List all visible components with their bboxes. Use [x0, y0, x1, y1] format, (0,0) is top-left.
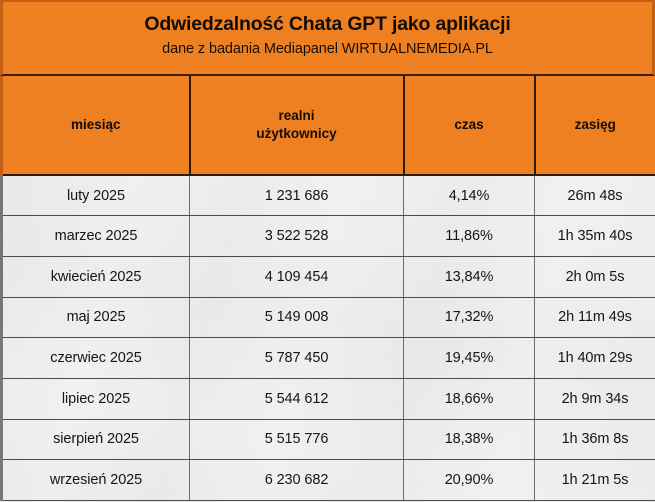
column-header-time: czas	[402, 76, 536, 176]
cell-time: 20,90%	[403, 459, 535, 501]
table-body: luty 2025 1 231 686 4,14% 26m 48s marzec…	[0, 175, 655, 501]
cell-reach: 1h 36m 8s	[534, 419, 655, 461]
cell-time: 4,14%	[403, 175, 535, 217]
cell-month: sierpień 2025	[0, 419, 190, 461]
cell-time: 11,86%	[403, 215, 535, 257]
cell-month: marzec 2025	[0, 215, 190, 257]
column-header-reach-label: zasięg	[574, 116, 616, 132]
table-row: maj 2025 5 149 008 17,32% 2h 11m 49s	[0, 297, 655, 339]
title-banner: Odwiedzalność Chata GPT jako aplikacji d…	[0, 0, 655, 76]
table-header: miesiąc realni użytkownicy czas zasięg	[0, 76, 655, 176]
table-row: luty 2025 1 231 686 4,14% 26m 48s	[0, 175, 655, 217]
cell-month: wrzesień 2025	[0, 459, 190, 501]
table-row: kwiecień 2025 4 109 454 13,84% 2h 0m 5s	[0, 256, 655, 298]
cell-users: 3 522 528	[189, 215, 404, 257]
column-header-time-label: czas	[454, 116, 484, 132]
cell-reach: 2h 0m 5s	[534, 256, 655, 298]
cell-time: 13,84%	[403, 256, 535, 298]
cell-month: lipiec 2025	[0, 378, 190, 420]
column-header-month-label: miesiąc	[70, 116, 121, 132]
cell-users: 6 230 682	[189, 459, 404, 501]
cell-time: 18,66%	[403, 378, 535, 420]
cell-users: 5 787 450	[189, 337, 404, 379]
table-row: czerwiec 2025 5 787 450 19,45% 1h 40m 29…	[0, 337, 655, 379]
cell-reach: 1h 35m 40s	[534, 215, 655, 257]
cell-users: 4 109 454	[189, 256, 404, 298]
cell-time: 18,38%	[403, 419, 535, 461]
table-row: wrzesień 2025 6 230 682 20,90% 1h 21m 5s	[0, 459, 655, 501]
column-header-users-label-line2: użytkownicy	[256, 126, 337, 141]
page-subtitle: dane z badania Mediapanel WIRTUALNEMEDIA…	[162, 41, 493, 58]
column-header-users: realni użytkownicy	[188, 76, 405, 176]
cell-users: 1 231 686	[189, 175, 404, 217]
table-header-row: miesiąc realni użytkownicy czas zasięg	[0, 76, 655, 176]
cell-month: maj 2025	[0, 297, 190, 339]
cell-month: czerwiec 2025	[0, 337, 190, 379]
cell-reach: 26m 48s	[534, 175, 655, 217]
cell-reach: 2h 11m 49s	[534, 297, 655, 339]
cell-month: kwiecień 2025	[0, 256, 190, 298]
table-row: marzec 2025 3 522 528 11,86% 1h 35m 40s	[0, 215, 655, 257]
column-header-reach: zasięg	[533, 76, 655, 176]
column-header-month: miesiąc	[0, 76, 191, 176]
cell-users: 5 515 776	[189, 419, 404, 461]
cell-month: luty 2025	[0, 175, 190, 217]
cell-time: 19,45%	[403, 337, 535, 379]
cell-reach: 1h 40m 29s	[534, 337, 655, 379]
column-header-users-label-line1: realni	[278, 107, 315, 123]
table-row: lipiec 2025 5 544 612 18,66% 2h 9m 34s	[0, 378, 655, 420]
cell-time: 17,32%	[403, 297, 535, 339]
cell-reach: 2h 9m 34s	[534, 378, 655, 420]
cell-users: 5 149 008	[189, 297, 404, 339]
cell-users: 5 544 612	[189, 378, 404, 420]
stats-table: miesiąc realni użytkownicy czas zasięg l…	[0, 76, 655, 501]
cell-reach: 1h 21m 5s	[534, 459, 655, 501]
page-title: Odwiedzalność Chata GPT jako aplikacji	[144, 13, 511, 35]
table-row: sierpień 2025 5 515 776 18,38% 1h 36m 8s	[0, 419, 655, 461]
